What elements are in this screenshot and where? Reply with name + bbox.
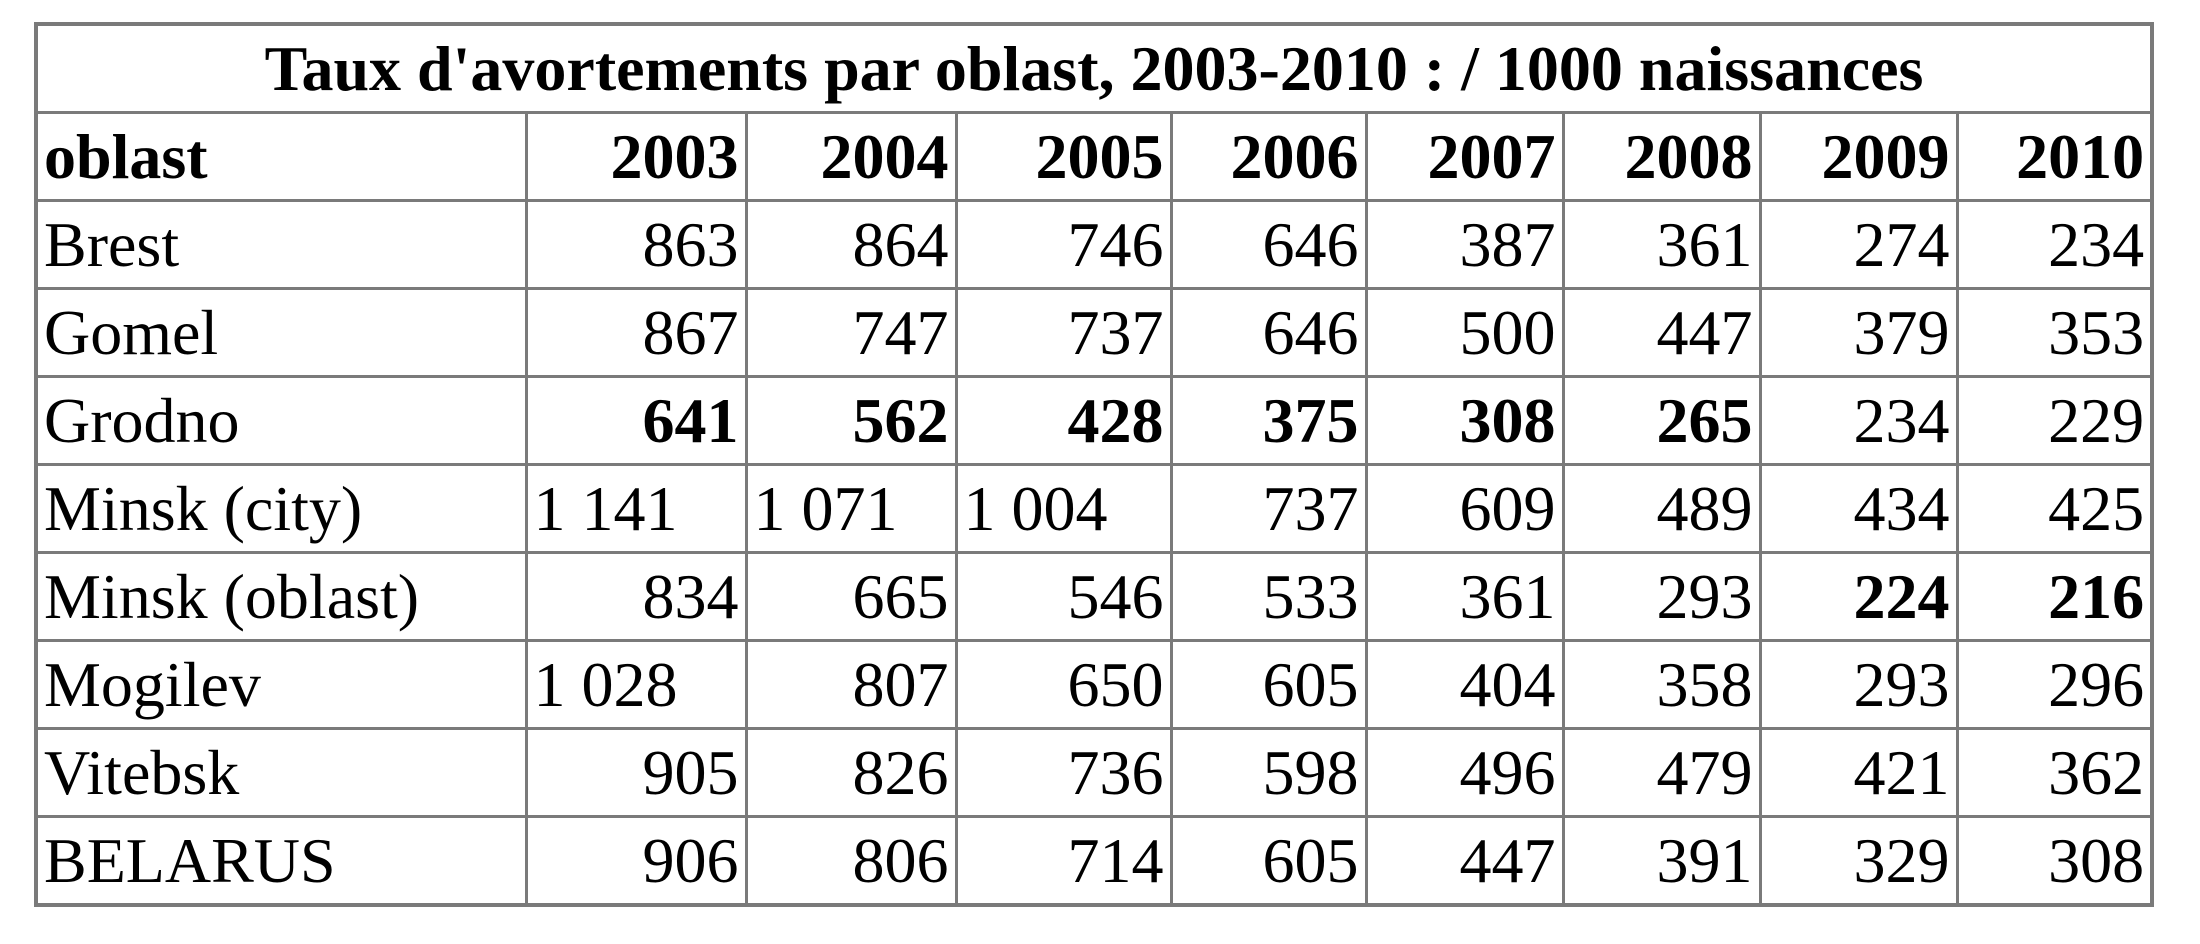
row-label: Brest (34, 199, 528, 290)
row-label: BELARUS (34, 815, 528, 907)
value-cell: 864 (744, 199, 958, 290)
value-cell: 906 (524, 815, 748, 907)
value-cell: 746 (954, 199, 1173, 290)
value-cell: 296 (1955, 639, 2154, 730)
value-cell: 358 (1561, 639, 1762, 730)
value-cell: 834 (524, 551, 748, 642)
value-cell: 737 (954, 287, 1173, 378)
table-row: Minsk (city) 1 141 1 071 1 004 737 609 489 434 4… (34, 463, 2154, 554)
value-cell: 546 (954, 551, 1173, 642)
table-row: Grodno 641 562 428 375 308 265 234 229 (34, 375, 2154, 466)
header-year-2005: 2005 (954, 111, 1173, 202)
header-year-2008: 2008 (1561, 111, 1762, 202)
value-cell: 428 (954, 375, 1173, 466)
value-cell: 737 (1169, 463, 1368, 554)
value-cell: 489 (1561, 463, 1762, 554)
header-year-2007: 2007 (1364, 111, 1565, 202)
value-cell: 421 (1758, 727, 1959, 818)
table-row: Minsk (oblast) 834 665 546 533 361 293 224 216 (34, 551, 2154, 642)
table-row: Mogilev 1 028 807 650 605 404 358 293 296 (34, 639, 2154, 730)
value-cell: 404 (1364, 639, 1565, 730)
row-label: Grodno (34, 375, 528, 466)
value-cell: 379 (1758, 287, 1959, 378)
value-cell: 609 (1364, 463, 1565, 554)
header-oblast: oblast (34, 111, 528, 202)
value-cell: 1 141 (524, 463, 748, 554)
value-cell: 293 (1561, 551, 1762, 642)
value-cell: 646 (1169, 287, 1368, 378)
value-cell: 863 (524, 199, 748, 290)
value-cell: 387 (1364, 199, 1565, 290)
value-cell: 308 (1955, 815, 2154, 907)
row-label: Mogilev (34, 639, 528, 730)
value-cell: 361 (1364, 551, 1565, 642)
value-cell: 562 (744, 375, 958, 466)
table-row: Brest 863 864 746 646 387 361 274 234 (34, 199, 2154, 290)
value-cell: 533 (1169, 551, 1368, 642)
value-cell: 353 (1955, 287, 2154, 378)
value-cell: 496 (1364, 727, 1565, 818)
table-title: Taux d'avortements par oblast, 2003-2010… (34, 22, 2154, 114)
value-cell: 274 (1758, 199, 1959, 290)
value-cell: 308 (1364, 375, 1565, 466)
value-cell: 434 (1758, 463, 1959, 554)
value-cell: 425 (1955, 463, 2154, 554)
value-cell: 329 (1758, 815, 1959, 907)
row-label: Gomel (34, 287, 528, 378)
value-cell: 736 (954, 727, 1173, 818)
value-cell: 646 (1169, 199, 1368, 290)
value-cell: 641 (524, 375, 748, 466)
value-cell: 598 (1169, 727, 1368, 818)
header-year-2004: 2004 (744, 111, 958, 202)
value-cell: 605 (1169, 639, 1368, 730)
value-cell: 447 (1364, 815, 1565, 907)
value-cell: 905 (524, 727, 748, 818)
value-cell: 806 (744, 815, 958, 907)
table-row: Gomel 867 747 737 646 500 447 379 353 (34, 287, 2154, 378)
value-cell: 826 (744, 727, 958, 818)
header-year-2003: 2003 (524, 111, 748, 202)
abortion-rate-table-container: Taux d'avortements par oblast, 2003-2010… (34, 22, 2155, 907)
row-label: Minsk (oblast) (34, 551, 528, 642)
value-cell: 747 (744, 287, 958, 378)
value-cell: 1 071 (744, 463, 958, 554)
value-cell: 500 (1364, 287, 1565, 378)
row-label: Minsk (city) (34, 463, 528, 554)
value-cell: 1 004 (954, 463, 1173, 554)
value-cell: 807 (744, 639, 958, 730)
value-cell: 375 (1169, 375, 1368, 466)
header-row: oblast 2003 2004 2005 2006 2007 2008 2009 2010 (34, 111, 2154, 202)
value-cell: 479 (1561, 727, 1762, 818)
title-row: Taux d'avortements par oblast, 2003-2010… (34, 22, 2154, 114)
value-cell: 665 (744, 551, 958, 642)
value-cell: 216 (1955, 551, 2154, 642)
table-body: Brest 863 864 746 646 387 361 274 234 Gomel 867 747… (34, 199, 2154, 907)
value-cell: 234 (1955, 199, 2154, 290)
value-cell: 714 (954, 815, 1173, 907)
row-label: Vitebsk (34, 727, 528, 818)
value-cell: 234 (1758, 375, 1959, 466)
value-cell: 361 (1561, 199, 1762, 290)
header-year-2010: 2010 (1955, 111, 2154, 202)
value-cell: 1 028 (524, 639, 748, 730)
abortion-rate-table: Taux d'avortements par oblast, 2003-2010… (34, 22, 2155, 907)
value-cell: 265 (1561, 375, 1762, 466)
value-cell: 650 (954, 639, 1173, 730)
value-cell: 293 (1758, 639, 1959, 730)
value-cell: 224 (1758, 551, 1959, 642)
value-cell: 447 (1561, 287, 1762, 378)
value-cell: 229 (1955, 375, 2154, 466)
value-cell: 362 (1955, 727, 2154, 818)
value-cell: 605 (1169, 815, 1368, 907)
table-row: Vitebsk 905 826 736 598 496 479 421 362 (34, 727, 2154, 818)
header-year-2009: 2009 (1758, 111, 1959, 202)
table-row: BELARUS 906 806 714 605 447 391 329 308 (34, 815, 2154, 907)
value-cell: 391 (1561, 815, 1762, 907)
value-cell: 867 (524, 287, 748, 378)
header-year-2006: 2006 (1169, 111, 1368, 202)
